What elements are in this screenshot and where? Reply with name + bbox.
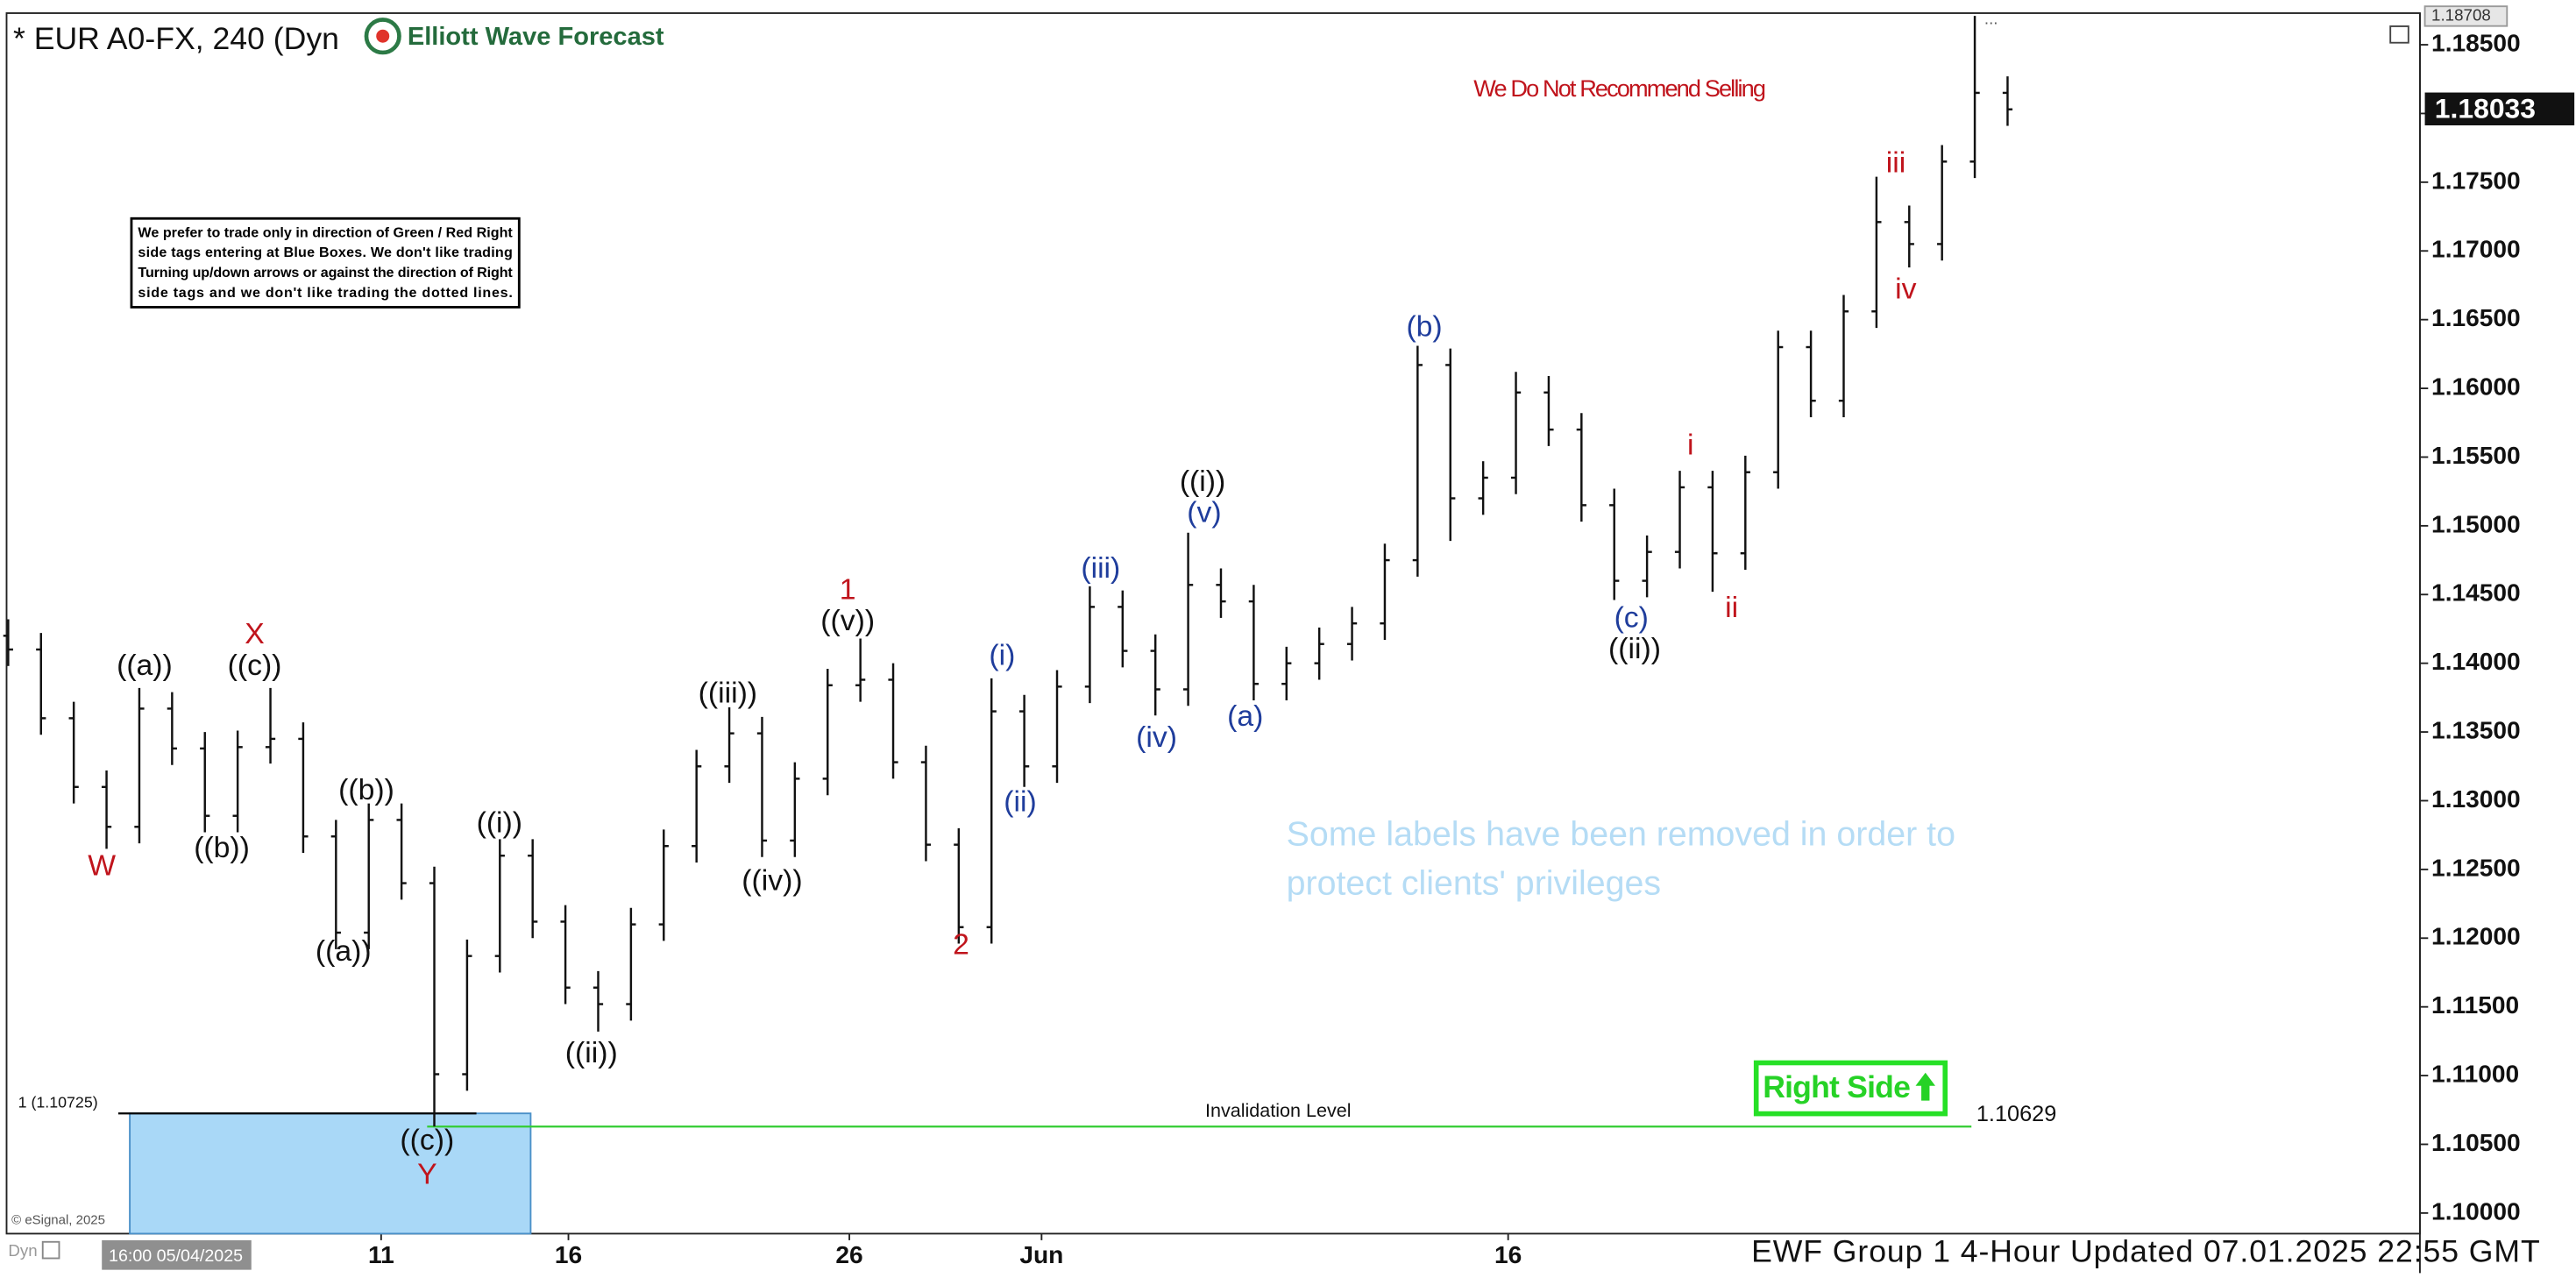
- right-side-box: [1753, 1060, 1948, 1117]
- wave-label: (c): [1614, 600, 1649, 634]
- interval-label: Dyn: [8, 1241, 37, 1260]
- chart-title: * EUR A0-FX, 240 (Dyn: [13, 21, 339, 56]
- wave-label: (iii): [1081, 551, 1120, 585]
- last-price-label: 1.18033: [2435, 93, 2536, 124]
- wave-label: ((a)): [117, 649, 173, 682]
- wave-label: i: [1687, 429, 1694, 462]
- note: We prefer to trade only in direction of …: [138, 224, 513, 301]
- y-tick-label: 1.13500: [2431, 716, 2521, 743]
- wave-label: 2: [953, 927, 969, 961]
- entry-box: [129, 1112, 532, 1235]
- warning-text: We Do Not Recommend Selling: [1473, 75, 1766, 102]
- y-tick-label: 1.16500: [2431, 304, 2521, 331]
- wave-label: W: [88, 848, 116, 882]
- note-line: We prefer to trade only in direction of …: [138, 224, 513, 240]
- high-marker-box: [2423, 5, 2509, 27]
- wave-label: ((b)): [338, 773, 394, 806]
- wave-label: (b): [1406, 310, 1442, 344]
- high-marker-label: 1.18708: [2431, 5, 2491, 24]
- wave-label: Y: [417, 1158, 437, 1191]
- wave-label: ((i)): [477, 806, 522, 840]
- wave-label: 1: [840, 573, 856, 607]
- y-tick-label: 1.10000: [2431, 1197, 2521, 1225]
- wave-label: (i): [989, 639, 1015, 672]
- invalidation-value: 1.10629: [1976, 1102, 2056, 1126]
- removed-notice: Some labels have been removed in order t…: [1287, 814, 1955, 902]
- wave-label: ((i)): [1180, 465, 1225, 498]
- y-tick-label: 1.12500: [2431, 854, 2521, 881]
- ellipsis: ...: [1984, 9, 1998, 27]
- wave-label: ((a)): [316, 934, 372, 968]
- start-date: 16:00 05/04/2025: [109, 1246, 243, 1266]
- note-line: side tags and we don't like trading the …: [138, 285, 512, 301]
- wave-label: (ii): [1004, 785, 1036, 818]
- y-tick-label: 1.11000: [2431, 1061, 2519, 1088]
- invalidation-text: Invalidation Level: [1205, 1099, 1352, 1121]
- x-axis-strip: [0, 1235, 2419, 1278]
- wave-label: X: [245, 617, 265, 650]
- right-side-arrow: [1915, 1072, 1935, 1101]
- x-tick-label: Jun: [1019, 1241, 1063, 1268]
- axis-icon: [41, 1240, 60, 1260]
- wave-label: ii: [1725, 591, 1738, 624]
- wave-label: (v): [1187, 495, 1221, 529]
- y-tick-label: 1.14500: [2431, 579, 2521, 607]
- window-icon: [2389, 25, 2409, 44]
- logo: Elliott Wave Forecast: [364, 18, 664, 55]
- note-box: [130, 217, 521, 309]
- right-side-tag: Right Side: [1753, 1060, 1948, 1117]
- y-tick-label: 1.11500: [2431, 991, 2519, 1019]
- y-tick-label: 1.12000: [2431, 923, 2521, 950]
- wave-label: ((c)): [400, 1123, 454, 1156]
- wave-label: ((iv)): [742, 863, 802, 897]
- notice-line: protect clients' privileges: [1287, 863, 1661, 902]
- y-tick-label: 1.17000: [2431, 236, 2521, 263]
- y-tick-label: 1.13000: [2431, 785, 2521, 813]
- x-tick-label: 16: [555, 1241, 582, 1268]
- note-line: Turning up/down arrows or against the di…: [138, 265, 513, 280]
- wave-label: ((ii)): [1608, 632, 1661, 665]
- x-tick-label: 26: [835, 1241, 862, 1268]
- y-tick-label: 1.18500: [2431, 29, 2521, 56]
- notice-line: Some labels have been removed in order t…: [1287, 814, 1955, 853]
- copyright: © eSignal, 2025: [11, 1212, 105, 1227]
- x-tick-label: 16: [1494, 1241, 1522, 1268]
- wave-label: ((v)): [820, 604, 875, 637]
- wave-label: ((iii)): [699, 677, 757, 710]
- start-date-box: [102, 1239, 252, 1270]
- fib-label: 1 (1.10725): [18, 1094, 98, 1111]
- footer: EWF Group 1 4-Hour Updated 07.01.2025 22…: [1751, 1233, 2540, 1268]
- y-tick-label: 1.10500: [2431, 1129, 2521, 1156]
- logo-text: Elliott Wave Forecast: [408, 23, 664, 51]
- wave-label: (a): [1227, 699, 1263, 733]
- right-side-text: Right Side: [1763, 1069, 1911, 1104]
- x-tick-label: 11: [368, 1241, 394, 1268]
- wave-label: iii: [1886, 146, 1905, 179]
- wave-label: iv: [1895, 273, 1916, 306]
- wave-label: ((c)): [228, 649, 282, 682]
- logo-icon-dot: [376, 29, 390, 43]
- wave-label: ((ii)): [565, 1036, 618, 1069]
- wave-label: ((b)): [194, 831, 250, 864]
- y-tick-label: 1.14000: [2431, 648, 2521, 675]
- y-tick-label: 1.15500: [2431, 442, 2521, 469]
- y-tick-label: 1.17500: [2431, 167, 2521, 194]
- y-tick-label: 1.16000: [2431, 373, 2521, 400]
- y-tick-label: 1.15000: [2431, 510, 2521, 537]
- last-price-box: [2424, 92, 2575, 126]
- wave-label: (iv): [1136, 721, 1177, 754]
- note-line: side tags entering at Blue Boxes. We don…: [138, 245, 512, 260]
